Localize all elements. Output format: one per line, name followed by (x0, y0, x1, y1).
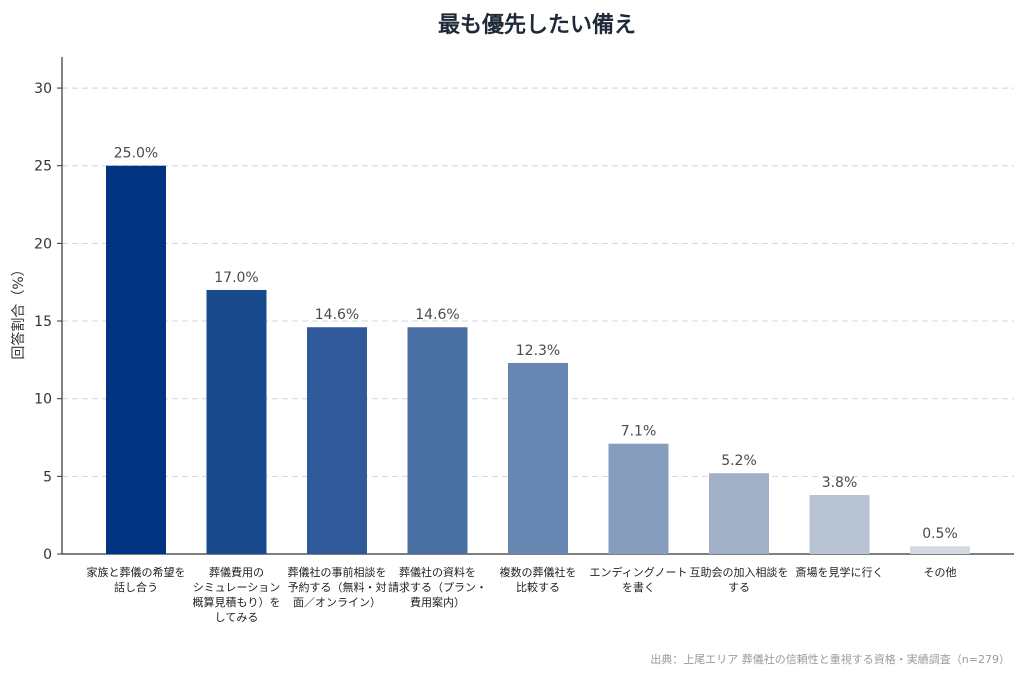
bar (809, 494, 870, 554)
bar (307, 327, 367, 554)
chart-title: 最も優先したい備え (438, 12, 636, 38)
x-category-label-line: 斎場を見学に行く (796, 565, 884, 579)
bar (910, 546, 970, 554)
bar (106, 165, 166, 554)
x-category-label-line: 予約する（無料・対 (288, 580, 387, 594)
x-category-label: その他 (924, 566, 957, 579)
x-category-label: 互助会の加入相談をする (690, 565, 789, 594)
y-tick-label: 10 (34, 392, 52, 408)
bar (206, 289, 267, 554)
x-category-label: 複数の葬儀社を比較する (500, 565, 577, 594)
x-category-label-line: 葬儀費用の (209, 565, 264, 579)
x-category-label: 葬儀社の事前相談を予約する（無料・対面／オンライン） (288, 565, 387, 609)
y-tick-label: 20 (34, 236, 52, 252)
x-category-label: エンディングノートを書く (589, 565, 687, 594)
x-category-label-line: 面／オンライン） (293, 596, 381, 609)
x-category-label-line: する (728, 581, 750, 594)
x-category-label: 葬儀費用のシミュレーション概算見積もり）をしてみる (193, 565, 281, 624)
x-category-label-line: 請求する（プラン・ (388, 580, 487, 594)
x-category-label-line: 複数の葬儀社を (500, 565, 577, 579)
bar (709, 473, 769, 554)
x-category-label-line: してみる (215, 611, 259, 624)
x-category-label-line: エンディングノート (589, 565, 687, 579)
x-category-label-line: 家族と葬儀の希望を (87, 565, 186, 579)
bar (508, 362, 568, 554)
y-axis-label: 回答割合（%） (10, 262, 27, 359)
y-tick-label: 0 (43, 547, 52, 563)
bars-layer (106, 165, 970, 554)
bar-value-label: 7.1% (621, 424, 657, 440)
y-tick-label: 15 (34, 314, 52, 330)
x-category-label: 家族と葬儀の希望を話し合う (87, 565, 186, 594)
x-category-label-line: 話し合う (114, 580, 158, 594)
x-category-label-line: 葬儀社の資料を (399, 565, 476, 579)
bar (608, 443, 669, 554)
x-category-label-line: 概算見積もり）を (193, 595, 281, 609)
bar (407, 327, 468, 554)
x-category-label-line: 葬儀社の事前相談を (288, 565, 387, 579)
x-category-label: 葬儀社の資料を請求する（プラン・費用案内） (388, 565, 487, 609)
bar-value-label: 17.0% (214, 270, 258, 286)
bar-value-label: 25.0% (114, 146, 158, 162)
bar-value-label: 3.8% (822, 475, 858, 491)
bar-value-label: 0.5% (922, 526, 958, 542)
x-category-label-line: を書く (622, 580, 655, 594)
bar-value-label: 14.6% (415, 307, 459, 323)
bar-value-label: 14.6% (315, 307, 359, 323)
labels-layer: 25.0% 家族と葬儀の希望を話し合う 17.0% 葬儀費用のシミュレーション概算見積… (87, 146, 958, 624)
source-note: 出典：上尾エリア 葬儀社の信頼性と重視する資格・実績調査（n=279） (650, 652, 1010, 666)
x-category-label-line: その他 (924, 566, 957, 579)
y-tick-label: 5 (43, 469, 52, 485)
x-category-label-line: シミュレーション (193, 581, 281, 594)
x-category-label-line: 互助会の加入相談を (690, 565, 789, 579)
bar-value-label: 12.3% (516, 343, 560, 359)
y-tick-label: 25 (34, 159, 52, 175)
y-tick-label: 30 (34, 81, 52, 97)
x-category-label-line: 比較する (516, 580, 560, 594)
x-category-label-line: 費用案内） (410, 595, 465, 609)
x-category-label: 斎場を見学に行く (796, 565, 884, 579)
bar-value-label: 5.2% (721, 453, 757, 469)
